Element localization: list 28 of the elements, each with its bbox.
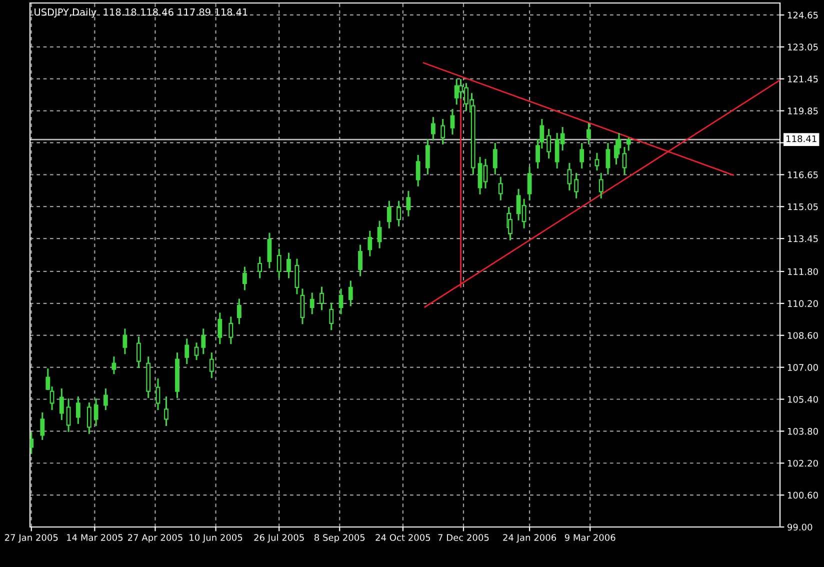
x-tick-label: 10 Jun 2005 — [190, 534, 242, 543]
y-tick-label: 110.20 — [788, 300, 818, 307]
y-tick-label: 108.60 — [788, 332, 818, 339]
y-tick-label: 100.60 — [788, 492, 818, 499]
y-tick-label: 99.00 — [788, 524, 812, 531]
x-tick-label: 27 Apr 2005 — [128, 534, 182, 543]
y-tick-label: 107.00 — [788, 364, 818, 371]
y-tick-label: 115.05 — [788, 203, 818, 210]
y-tick-label: 116.65 — [788, 171, 818, 178]
x-tick-label: 9 Mar 2006 — [564, 534, 616, 541]
text: USDJPY,Daily 118.18 118.46 117.89 118.41 — [34, 8, 248, 18]
y-tick-label: 113.45 — [788, 235, 818, 242]
x-tick-label: 24 Jan 2006 — [503, 534, 556, 543]
x-tick-label: 24 Oct 2005 — [376, 534, 430, 541]
y-tick-label: 102.20 — [788, 460, 818, 467]
y-tick-label: 119.85 — [788, 108, 818, 114]
x-tick-label: 26 Jul 2005 — [254, 534, 304, 543]
x-tick-label: 8 Sep 2005 — [314, 534, 365, 543]
x-tick-label: 14 Mar 2005 — [67, 534, 123, 541]
y-tick-label: 124.65 — [788, 12, 818, 19]
y-tick-label: 103.80 — [788, 428, 818, 435]
y-tick-label: 123.05 — [788, 44, 818, 50]
x-tick-label: 27 Jan 2005 — [4, 534, 58, 543]
y-tick-label: 111.80 — [788, 268, 818, 276]
ref-line-label: 118.41 — [786, 135, 816, 142]
x-tick-label: 7 Dec 2005 — [438, 534, 489, 541]
y-tick-label: 121.45 — [788, 76, 818, 82]
y-tick-label: 105.40 — [788, 396, 818, 403]
